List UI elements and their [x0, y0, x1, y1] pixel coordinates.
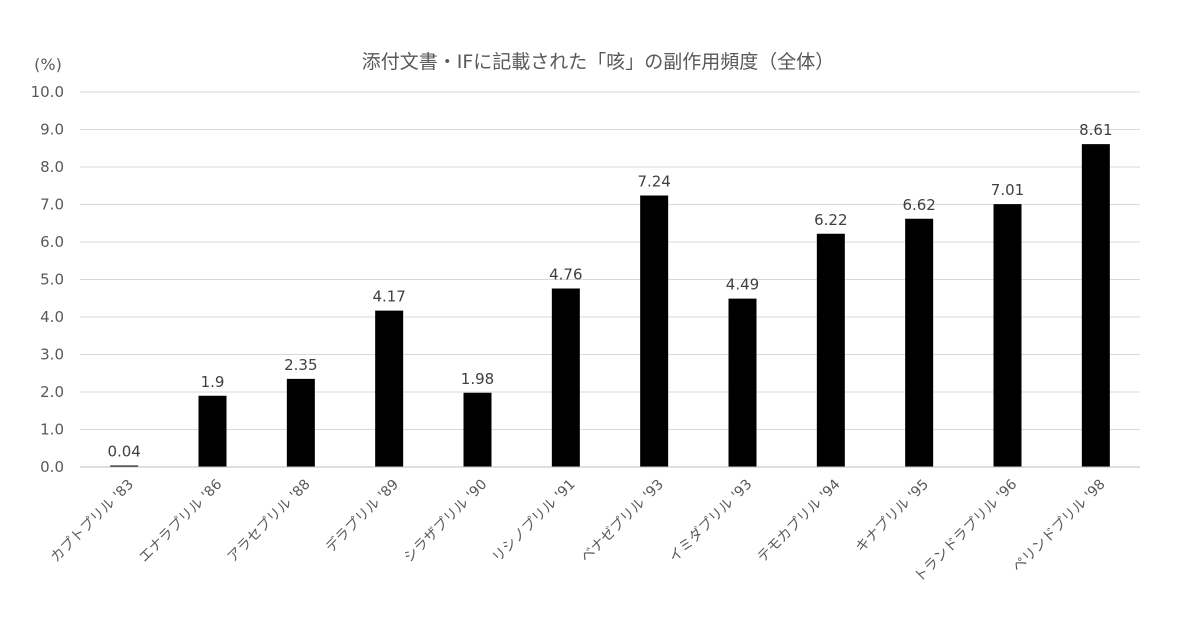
- data-label: 8.61: [1079, 121, 1112, 139]
- x-tick-label: ペリンドプリル '98: [1010, 477, 1109, 576]
- data-label: 7.24: [637, 173, 670, 191]
- y-tick-label: 10.0: [31, 83, 64, 101]
- x-tick-label: カプトプリル '83: [48, 477, 137, 566]
- bar: [551, 288, 580, 467]
- bar: [816, 233, 845, 467]
- y-tick-label: 2.0: [40, 383, 64, 401]
- x-tick-label: シラザプリル '90: [401, 477, 490, 566]
- data-label: 4.49: [726, 276, 759, 294]
- bar: [728, 298, 757, 467]
- y-tick-label: 6.0: [40, 233, 64, 251]
- data-label: 2.35: [284, 356, 317, 374]
- data-label: 0.04: [107, 443, 140, 461]
- x-tick-label: トランドラプリル '96: [911, 476, 1020, 585]
- x-tick-label: キナプリル '95: [853, 477, 932, 556]
- x-tick-label: リシノプリル '91: [489, 477, 578, 566]
- x-tick-label: テモカプリル '94: [754, 476, 843, 565]
- gridlines: [80, 91, 1140, 430]
- x-tick-label: デラプリル '89: [322, 476, 402, 556]
- x-axis-ticks: カプトプリル '83 エナラプリル '86 アラセプリル '88 デラプリル '89 シ…: [48, 476, 1109, 586]
- y-axis-ticks: 0.0 1.0 2.0 3.0 4.0 5.0 6.0 7.0 8.0 9.0 10.0: [31, 83, 64, 476]
- bar: [286, 378, 315, 467]
- y-tick-label: 7.0: [40, 196, 64, 214]
- y-tick-label: 5.0: [40, 271, 64, 289]
- data-label: 4.17: [372, 288, 405, 306]
- bars: [110, 144, 1110, 467]
- data-label: 1.9: [201, 373, 225, 391]
- x-tick-label: ベナゼプリル '93: [578, 477, 667, 566]
- y-tick-label: 3.0: [40, 346, 64, 364]
- y-tick-label: 4.0: [40, 308, 64, 326]
- bar: [993, 204, 1022, 467]
- y-axis-unit-label: (%): [34, 55, 62, 74]
- x-tick-label: イミダプリル '93: [666, 477, 755, 566]
- bar: [198, 395, 227, 467]
- bar: [110, 465, 139, 467]
- bar: [463, 392, 492, 467]
- bar: [375, 310, 404, 467]
- y-tick-label: 9.0: [40, 121, 64, 139]
- data-label: 6.22: [814, 211, 847, 229]
- data-label: 6.62: [902, 196, 935, 214]
- bar: [640, 195, 669, 467]
- x-tick-label: エナラプリル '86: [136, 476, 225, 565]
- y-tick-label: 8.0: [40, 158, 64, 176]
- y-tick-label: 1.0: [40, 421, 64, 439]
- chart-title: 添付文書・IFに記載された「咳」の副作用頻度（全体）: [362, 51, 835, 73]
- bar: [905, 218, 934, 467]
- data-label: 4.76: [549, 266, 582, 284]
- data-label: 7.01: [991, 181, 1024, 199]
- y-tick-label: 0.0: [40, 458, 64, 476]
- bar: [1081, 144, 1110, 467]
- x-tick-label: アラセプリル '88: [224, 477, 313, 566]
- data-label: 1.98: [461, 370, 494, 388]
- data-labels: 0.04 1.9 2.35 4.17 1.98 4.76 7.24 4.49 6.22 6.62 7…: [107, 121, 1112, 460]
